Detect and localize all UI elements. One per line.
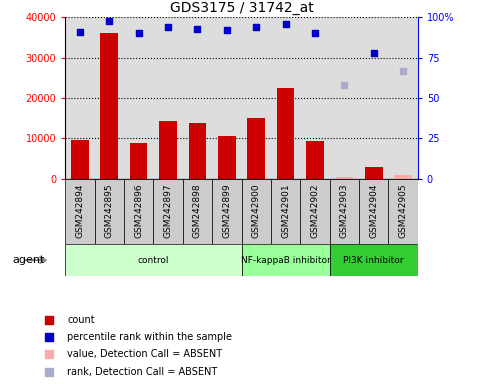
Text: GSM242900: GSM242900: [252, 184, 261, 238]
Bar: [329, 179, 359, 244]
Bar: [65, 179, 95, 244]
Bar: [65, 244, 242, 276]
Bar: [271, 179, 300, 244]
Text: GSM242901: GSM242901: [281, 184, 290, 238]
Point: [76, 29, 84, 35]
Bar: [100, 33, 118, 179]
Bar: [159, 121, 177, 179]
Text: GSM242902: GSM242902: [311, 184, 319, 238]
Text: GSM242894: GSM242894: [75, 184, 85, 238]
Bar: [277, 88, 295, 179]
Bar: [388, 179, 418, 244]
Point: [311, 30, 319, 36]
Text: GSM242905: GSM242905: [398, 184, 408, 238]
Bar: [394, 175, 412, 179]
Bar: [189, 123, 206, 179]
Bar: [365, 167, 383, 179]
Bar: [329, 244, 418, 276]
Point: [282, 21, 289, 27]
Point: [45, 369, 53, 375]
Text: GSM242903: GSM242903: [340, 184, 349, 238]
Point: [45, 351, 53, 357]
Point: [135, 30, 142, 36]
Text: value, Detection Call = ABSENT: value, Detection Call = ABSENT: [67, 349, 222, 359]
Bar: [124, 179, 154, 244]
Bar: [71, 140, 89, 179]
Text: control: control: [138, 256, 169, 265]
Text: PI3K inhibitor: PI3K inhibitor: [343, 256, 404, 265]
Text: GSM242904: GSM242904: [369, 184, 378, 238]
Bar: [306, 141, 324, 179]
Bar: [242, 179, 271, 244]
Bar: [218, 136, 236, 179]
Point: [341, 82, 348, 88]
Point: [45, 316, 53, 323]
Text: GSM242896: GSM242896: [134, 184, 143, 238]
Point: [370, 50, 378, 56]
Bar: [130, 143, 147, 179]
Point: [399, 68, 407, 74]
Text: GSM242899: GSM242899: [222, 184, 231, 238]
Point: [105, 17, 113, 23]
Point: [194, 25, 201, 31]
Bar: [242, 244, 330, 276]
Text: NF-kappaB inhibitor: NF-kappaB inhibitor: [241, 256, 330, 265]
Bar: [154, 179, 183, 244]
Text: GSM242897: GSM242897: [164, 184, 172, 238]
Bar: [183, 179, 212, 244]
Point: [45, 334, 53, 340]
Bar: [212, 179, 242, 244]
Bar: [247, 118, 265, 179]
Text: rank, Detection Call = ABSENT: rank, Detection Call = ABSENT: [67, 366, 217, 377]
Text: GSM242895: GSM242895: [105, 184, 114, 238]
Text: count: count: [67, 314, 95, 325]
Text: GSM242898: GSM242898: [193, 184, 202, 238]
Bar: [95, 179, 124, 244]
Title: GDS3175 / 31742_at: GDS3175 / 31742_at: [170, 1, 313, 15]
Text: agent: agent: [12, 255, 44, 265]
Point: [252, 24, 260, 30]
Text: percentile rank within the sample: percentile rank within the sample: [67, 332, 232, 342]
Point: [164, 24, 172, 30]
Bar: [336, 177, 353, 179]
Point: [223, 27, 231, 33]
Bar: [300, 179, 329, 244]
Bar: [359, 179, 388, 244]
